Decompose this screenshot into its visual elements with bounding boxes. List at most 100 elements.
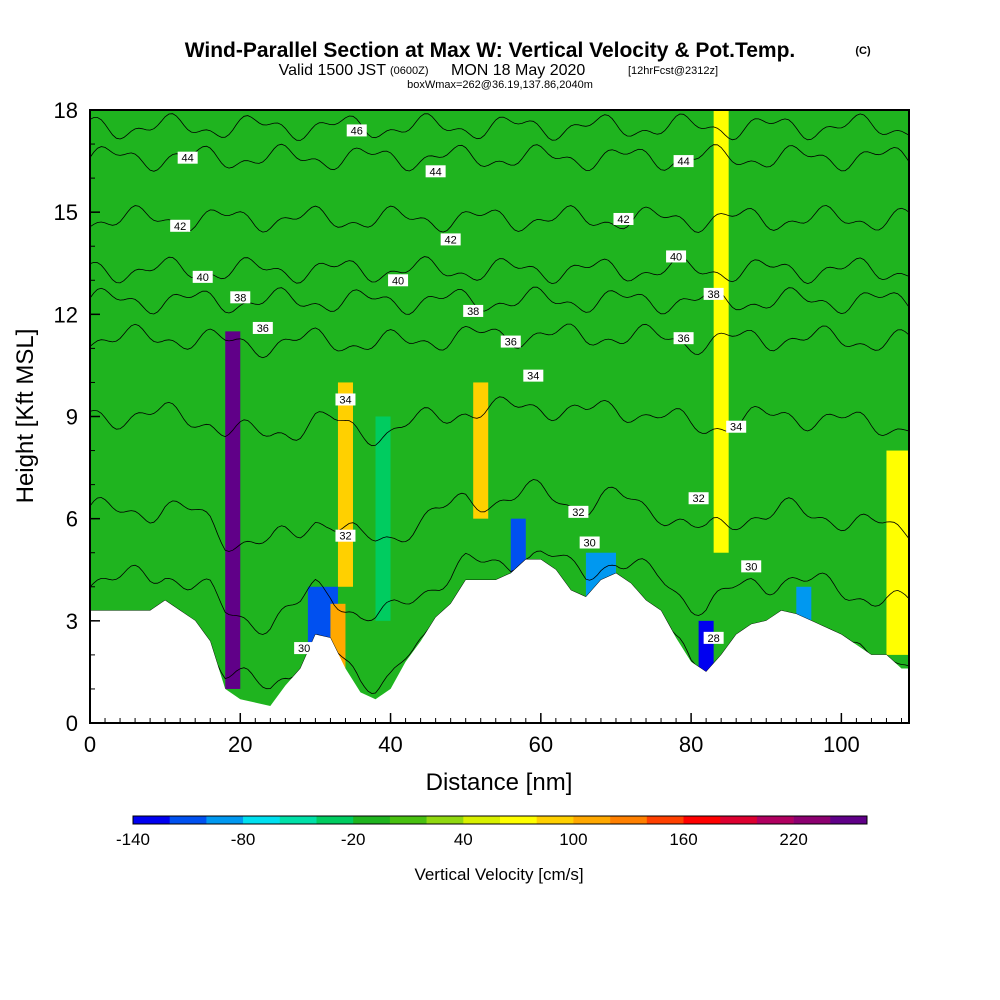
chart-title: Wind-Parallel Section at Max W: Vertical… xyxy=(185,39,796,62)
colorbar-tick-label: 160 xyxy=(669,830,697,849)
colorbar-tick-label: -20 xyxy=(341,830,366,849)
contour-label-bg xyxy=(252,321,273,334)
contour-label-bg xyxy=(666,250,687,263)
contour-label-bg xyxy=(500,335,521,348)
colorbar-swatch xyxy=(243,816,281,824)
contour-label: 28 xyxy=(708,633,720,645)
contour-label: 30 xyxy=(584,538,596,550)
contour-label: 42 xyxy=(174,221,186,233)
colorbar-swatch xyxy=(463,816,501,824)
contour-label-bg xyxy=(579,536,600,549)
colorbar-swatch xyxy=(536,816,574,824)
valid-utc: (0600Z) xyxy=(390,65,429,77)
forecast-info: [12hrFcst@2312z] xyxy=(628,65,718,77)
colorbar-tick-label: 220 xyxy=(779,830,807,849)
x-tick-label: 80 xyxy=(679,732,703,757)
theta-contour-44 xyxy=(90,143,909,172)
contour-label: 42 xyxy=(445,234,457,246)
contour-label: 30 xyxy=(298,643,310,655)
theta-contour-30 xyxy=(90,550,909,635)
contour-label: 38 xyxy=(708,289,720,301)
colorbar: -140 -80 -20 40 100 160 220 xyxy=(116,815,868,849)
colorbar-tick-label: 100 xyxy=(559,830,587,849)
colorbar-swatch xyxy=(316,816,354,824)
contour-label-bg xyxy=(568,505,589,518)
contour-label-bg xyxy=(192,270,213,283)
velocity-cell xyxy=(886,450,909,655)
contour-label-bg xyxy=(613,212,634,225)
contour-label-bg xyxy=(230,291,251,304)
contour-label: 42 xyxy=(617,214,629,226)
theta-contour-38 xyxy=(90,286,909,315)
colorbar-tick-label: 40 xyxy=(454,830,473,849)
y-tick-label: 15 xyxy=(54,200,78,225)
contour-label-bg xyxy=(523,369,544,382)
colorbar-swatch xyxy=(426,816,464,824)
contour-label: 36 xyxy=(505,337,517,349)
x-tick-label: 40 xyxy=(378,732,402,757)
valid-time: Valid 1500 JST xyxy=(279,62,387,79)
contour-label: 34 xyxy=(339,394,351,406)
theta-contour-36 xyxy=(90,323,909,359)
velocity-cell xyxy=(375,416,391,621)
box-max-info: boxWmax=262@36.19,137.86,2040m xyxy=(407,79,593,91)
x-tick-label: 20 xyxy=(228,732,252,757)
colorbar-swatch xyxy=(646,816,684,824)
contour-label-bg xyxy=(388,274,409,287)
colorbar-swatch xyxy=(610,816,648,824)
colorbar-swatch xyxy=(169,816,207,824)
contour-label-bg xyxy=(463,304,484,317)
colorbar-swatch xyxy=(133,816,170,824)
velocity-cell xyxy=(713,110,729,553)
terrain-fill xyxy=(90,559,909,723)
copyright-mark: (C) xyxy=(855,45,871,57)
x-axis-label: Distance [nm] xyxy=(426,769,573,796)
contour-label: 32 xyxy=(692,493,704,505)
colorbar-label: Vertical Velocity [cm/s] xyxy=(414,865,583,884)
contour-label-bg xyxy=(673,332,694,345)
colorbar-tick-label: -80 xyxy=(231,830,256,849)
contour-label: 36 xyxy=(257,323,269,335)
theta-contour-46 xyxy=(90,113,909,141)
contour-label-bg xyxy=(335,529,356,542)
velocity-cell xyxy=(337,382,353,587)
contour-label: 30 xyxy=(745,561,757,573)
contour-label: 32 xyxy=(339,531,351,543)
colorbar-swatch xyxy=(720,816,758,824)
colorbar-swatch xyxy=(573,816,611,824)
velocity-cell xyxy=(225,331,241,689)
colorbar-swatch xyxy=(830,816,868,824)
contour-label: 34 xyxy=(527,371,539,383)
colorbar-swatch xyxy=(756,816,794,824)
y-tick-label: 3 xyxy=(66,609,78,634)
contour-label: 44 xyxy=(677,156,689,168)
y-tick-label: 0 xyxy=(66,711,78,736)
contour-label: 36 xyxy=(677,333,689,345)
contour-label-bg xyxy=(703,631,724,644)
theta-contour-34 xyxy=(90,396,909,447)
velocity-cell xyxy=(698,620,714,672)
contour-label-bg xyxy=(741,560,762,573)
contour-label-bg xyxy=(425,165,446,178)
y-tick-label: 12 xyxy=(54,302,78,327)
contour-label-bg xyxy=(673,155,694,168)
colorbar-swatch xyxy=(389,816,427,824)
contour-label: 40 xyxy=(670,251,682,263)
contour-labels: 46 44 44 44 42 42 42 40 40 40 38 38 38 36 36 36 34 34 34 32… xyxy=(170,124,762,655)
y-tick-label: 6 xyxy=(66,507,78,532)
contour-label-bg xyxy=(440,233,461,246)
contour-label: 44 xyxy=(430,166,442,178)
theta-contour-32 xyxy=(90,479,909,552)
contour-label: 44 xyxy=(182,153,194,165)
x-tick-label: 0 xyxy=(84,732,96,757)
colorbar-swatch xyxy=(500,816,537,824)
x-tick-label: 60 xyxy=(529,732,553,757)
contour-label-bg xyxy=(688,492,709,505)
colorbar-swatch xyxy=(353,816,391,824)
colorbar-frame xyxy=(132,815,868,825)
colorbar-swatch xyxy=(206,816,244,824)
contour-label: 32 xyxy=(572,507,584,519)
valid-date: MON 18 May 2020 xyxy=(451,62,585,79)
